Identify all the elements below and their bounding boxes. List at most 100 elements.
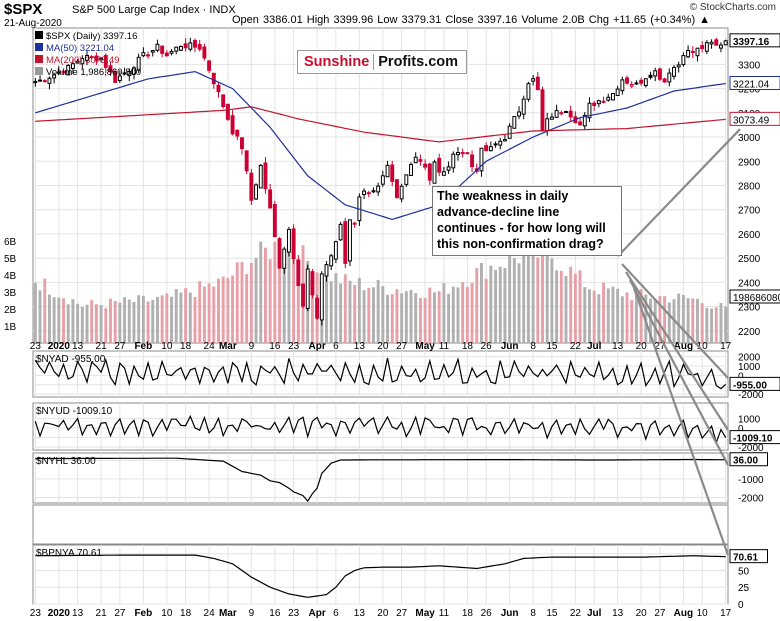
- candle-body: [592, 102, 597, 107]
- candle-body: [89, 56, 94, 59]
- x-tick-label-bottom: 10: [161, 608, 173, 619]
- indicator-line: [34, 357, 727, 390]
- price-tick-label: 2500: [738, 254, 761, 265]
- volume-bar: [132, 301, 136, 343]
- x-tick-label-top: Mar: [219, 341, 237, 352]
- volume-bar: [174, 289, 178, 343]
- volume-bar: [254, 258, 258, 343]
- indicator-last-label-box: [729, 549, 768, 564]
- logo-part-profits: Profits.com: [378, 54, 459, 70]
- indicator-tick-label: 2000: [738, 353, 761, 364]
- candle-body: [42, 80, 47, 83]
- callout-arrow: [617, 128, 741, 257]
- indicator-tick-label: 0: [738, 600, 744, 611]
- candle-body: [333, 241, 338, 260]
- volume-bar: [691, 298, 695, 343]
- x-tick-label-top: 16: [269, 341, 281, 352]
- indicator-last-label: -955.00: [733, 380, 767, 391]
- x-tick-label-top: 6: [333, 341, 339, 352]
- candle-body: [437, 157, 442, 173]
- price-tick-label: 2300: [738, 303, 761, 314]
- volume-bar: [381, 286, 385, 343]
- callout-arrow: [629, 279, 729, 466]
- candle-body: [568, 110, 573, 118]
- x-tick-label-bottom: 23: [30, 608, 42, 619]
- candle-body: [507, 125, 512, 139]
- callout-arrow: [625, 271, 729, 431]
- indicator-legend: $NYHL 36.00: [36, 456, 96, 467]
- volume-bar: [555, 270, 559, 343]
- candle-body: [193, 39, 197, 48]
- volume-bar: [353, 285, 357, 343]
- x-tick-label-bottom: 20: [636, 608, 648, 619]
- x-tick-label-top: Apr: [308, 341, 325, 352]
- candle-body: [587, 102, 592, 119]
- indicator-tick-label: 25: [738, 583, 750, 594]
- candle-body: [427, 163, 432, 181]
- x-tick-label-top: 10: [161, 341, 173, 352]
- volume-bar: [550, 258, 554, 343]
- logo-part-sunshine: Sunshine: [298, 54, 375, 70]
- volume-bar: [278, 254, 281, 343]
- volume-bar: [245, 274, 249, 343]
- volume-bar: [559, 270, 563, 343]
- candle-body: [526, 83, 531, 100]
- x-tick-label-top: 27: [114, 341, 126, 352]
- candle-body: [362, 190, 367, 196]
- candle-body: [216, 84, 221, 93]
- candle-body: [441, 171, 446, 176]
- volume-bar: [193, 297, 197, 343]
- candle-body: [376, 185, 381, 193]
- volume-bar: [221, 276, 225, 343]
- volume-bar: [719, 303, 723, 343]
- ma200-last-label-box: [729, 111, 780, 126]
- x-tick-label-top: 8: [530, 341, 536, 352]
- volume-bar: [376, 279, 380, 343]
- chart-date: 21-Aug-2020: [4, 18, 62, 29]
- candle-body: [559, 112, 564, 115]
- indicator-tick-label: 1000: [738, 362, 761, 373]
- candle-body: [371, 190, 376, 193]
- candle-body: [38, 79, 42, 82]
- x-tick-label-bottom: 15: [546, 608, 558, 619]
- indicator-tick-label: 0: [738, 424, 744, 435]
- x-tick-label-bottom: 13: [612, 608, 624, 619]
- candle-body: [282, 248, 287, 269]
- volume-bar: [700, 303, 704, 343]
- candle-body: [686, 49, 691, 58]
- volume-bar: [76, 303, 80, 343]
- volume-bar: [606, 288, 610, 343]
- volume-bar: [179, 292, 183, 343]
- candle-body: [80, 58, 85, 65]
- volume-bar: [517, 263, 521, 343]
- volume-bar: [127, 299, 131, 343]
- volume-bar: [536, 257, 540, 343]
- candle-body: [409, 164, 413, 176]
- volume-bar: [38, 290, 42, 343]
- x-tick-label-top: 18: [462, 341, 474, 352]
- volume-bar: [686, 298, 690, 343]
- volume-bar: [611, 286, 615, 343]
- x-tick-label-bottom: 27: [396, 608, 408, 619]
- candle-body: [268, 189, 273, 209]
- candle-body: [99, 57, 104, 61]
- candle-body: [136, 56, 141, 71]
- volume-bar: [423, 297, 427, 343]
- candle-body: [160, 45, 165, 54]
- volume-bar: [390, 294, 394, 343]
- x-tick-label-top: 9: [249, 341, 255, 352]
- volume-bar: [268, 259, 272, 343]
- candle-body: [470, 154, 475, 168]
- chart-name: S&P 500 Large Cap Index · INDX: [72, 4, 236, 16]
- copyright-credit[interactable]: © StockCharts.com: [689, 2, 776, 13]
- candle-body: [465, 152, 470, 155]
- volume-bar: [198, 281, 202, 343]
- x-tick-label-bottom: 21: [96, 608, 108, 619]
- candle-body: [451, 153, 456, 169]
- candle-body: [249, 172, 254, 201]
- volume-bar: [583, 287, 587, 343]
- candle-body: [127, 70, 132, 77]
- volume-bar: [395, 289, 399, 343]
- volume-bar: [151, 299, 155, 343]
- callout-arrow: [632, 287, 730, 556]
